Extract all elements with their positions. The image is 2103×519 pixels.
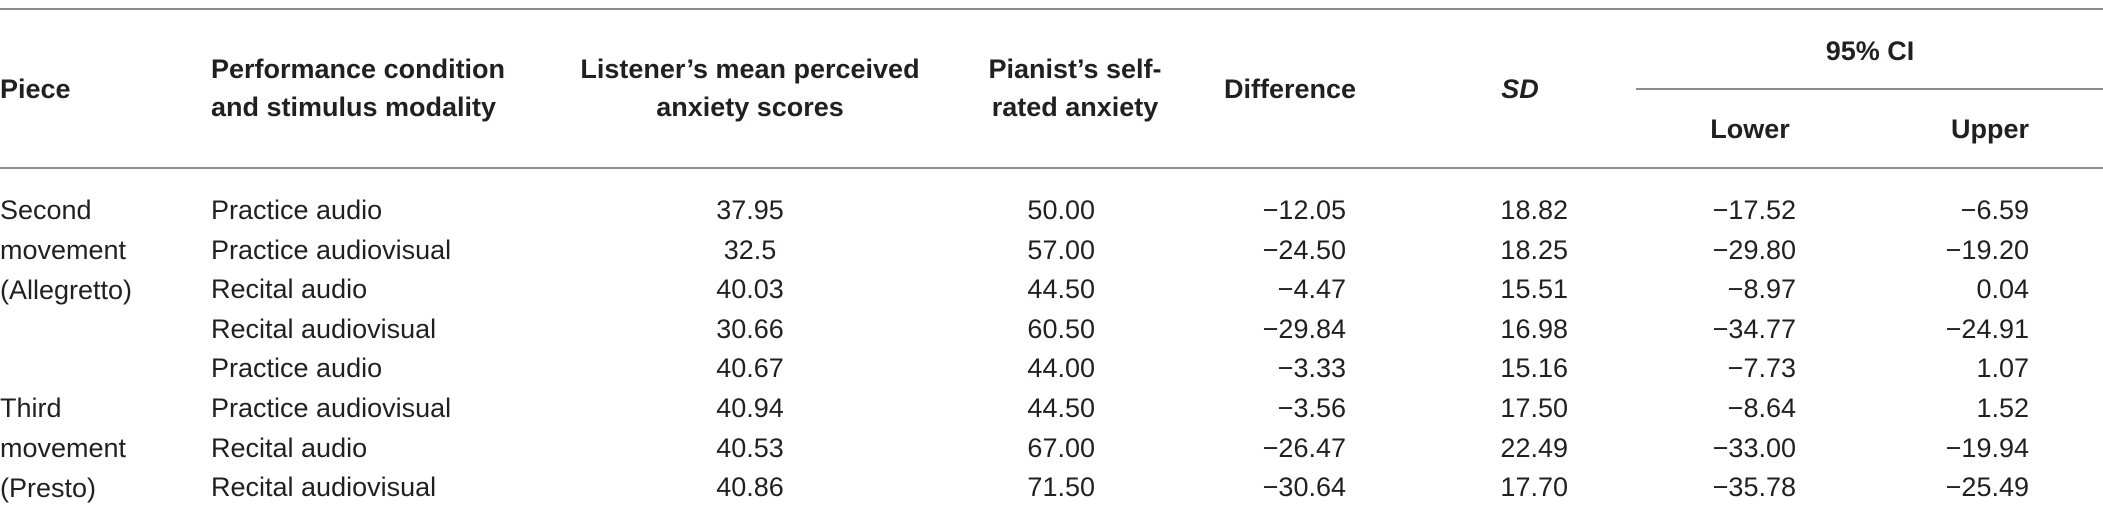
cell-upper: 1.52 bbox=[1976, 393, 2029, 423]
cell-condition: Recital audio bbox=[211, 433, 368, 463]
cell-difference: −3.33 bbox=[1277, 353, 1346, 383]
cell-difference: −24.50 bbox=[1262, 235, 1346, 265]
cell-sd: 18.82 bbox=[1500, 195, 1568, 225]
header-piece: Piece bbox=[0, 74, 71, 104]
header-lower: Lower bbox=[1710, 114, 1790, 144]
cell-sd: 22.49 bbox=[1500, 433, 1568, 463]
cell-upper: −25.49 bbox=[1945, 472, 2029, 502]
cell-listener: 30.66 bbox=[716, 314, 784, 344]
piece-label-line: (Allegretto) bbox=[0, 275, 133, 305]
cell-pianist: 44.00 bbox=[1027, 353, 1095, 383]
ci-group-rule bbox=[1636, 88, 2103, 90]
cell-lower: −17.52 bbox=[1712, 195, 1796, 225]
cell-listener: 40.03 bbox=[716, 274, 784, 304]
cell-pianist: 60.50 bbox=[1027, 314, 1095, 344]
cell-pianist: 44.50 bbox=[1027, 393, 1095, 423]
cell-upper: 0.04 bbox=[1976, 274, 2029, 304]
cell-listener: 40.86 bbox=[716, 472, 784, 502]
cell-lower: −35.78 bbox=[1712, 472, 1796, 502]
header-pianist: Pianist’s self-rated anxiety bbox=[988, 54, 1162, 122]
piece-label-line: movement bbox=[0, 433, 127, 463]
header-bottom-rule bbox=[0, 167, 2103, 169]
cell-listener: 40.94 bbox=[716, 393, 784, 423]
cell-lower: −8.64 bbox=[1727, 393, 1796, 423]
cell-upper: −24.91 bbox=[1945, 314, 2029, 344]
piece-label-line: Third bbox=[0, 393, 62, 423]
cell-condition: Recital audiovisual bbox=[211, 472, 437, 502]
cell-lower: −33.00 bbox=[1712, 433, 1796, 463]
cell-sd: 15.51 bbox=[1500, 274, 1568, 304]
cell-difference: −3.56 bbox=[1277, 393, 1346, 423]
cell-pianist: 71.50 bbox=[1027, 472, 1095, 502]
cell-lower: −8.97 bbox=[1727, 274, 1796, 304]
cell-listener: 32.5 bbox=[723, 235, 777, 265]
cell-condition: Practice audio bbox=[211, 353, 383, 383]
cell-condition: Practice audiovisual bbox=[211, 235, 452, 265]
piece-label-line: Second bbox=[0, 195, 92, 225]
cell-listener: 40.67 bbox=[716, 353, 784, 383]
piece-label-line: (Presto) bbox=[0, 473, 97, 503]
cell-difference: −12.05 bbox=[1262, 195, 1346, 225]
cell-difference: −29.84 bbox=[1262, 314, 1346, 344]
cell-pianist: 50.00 bbox=[1027, 195, 1095, 225]
cell-upper: −19.20 bbox=[1945, 235, 2029, 265]
cell-condition: Practice audiovisual bbox=[211, 393, 452, 423]
cell-pianist: 67.00 bbox=[1027, 433, 1095, 463]
header-sd: SD bbox=[1501, 74, 1539, 104]
cell-condition: Recital audiovisual bbox=[211, 314, 437, 344]
header-difference: Difference bbox=[1223, 74, 1357, 104]
table-top-rule bbox=[0, 8, 2103, 10]
cell-upper: −6.59 bbox=[1960, 195, 2029, 225]
cell-lower: −34.77 bbox=[1712, 314, 1796, 344]
cell-lower: −29.80 bbox=[1712, 235, 1796, 265]
header-ci: 95% CI bbox=[1825, 36, 1915, 66]
cell-sd: 17.70 bbox=[1500, 472, 1568, 502]
cell-listener: 37.95 bbox=[716, 195, 784, 225]
cell-upper: −19.94 bbox=[1945, 433, 2029, 463]
cell-difference: −26.47 bbox=[1262, 433, 1346, 463]
cell-condition: Practice audio bbox=[211, 195, 383, 225]
cell-difference: −30.64 bbox=[1262, 472, 1346, 502]
header-listener: Listener’s mean perceived anxiety scores bbox=[580, 54, 920, 122]
cell-listener: 40.53 bbox=[716, 433, 784, 463]
cell-sd: 18.25 bbox=[1500, 235, 1568, 265]
cell-sd: 15.16 bbox=[1500, 353, 1568, 383]
header-condition: Performance condition and stimulus modal… bbox=[211, 54, 506, 122]
cell-difference: −4.47 bbox=[1277, 274, 1346, 304]
cell-condition: Recital audio bbox=[211, 274, 368, 304]
piece-label-line: movement bbox=[0, 235, 127, 265]
cell-pianist: 44.50 bbox=[1027, 274, 1095, 304]
cell-sd: 16.98 bbox=[1500, 314, 1568, 344]
cell-upper: 1.07 bbox=[1976, 353, 2029, 383]
cell-pianist: 57.00 bbox=[1027, 235, 1095, 265]
cell-sd: 17.50 bbox=[1500, 393, 1568, 423]
header-upper: Upper bbox=[1950, 114, 2029, 144]
cell-lower: −7.73 bbox=[1727, 353, 1796, 383]
